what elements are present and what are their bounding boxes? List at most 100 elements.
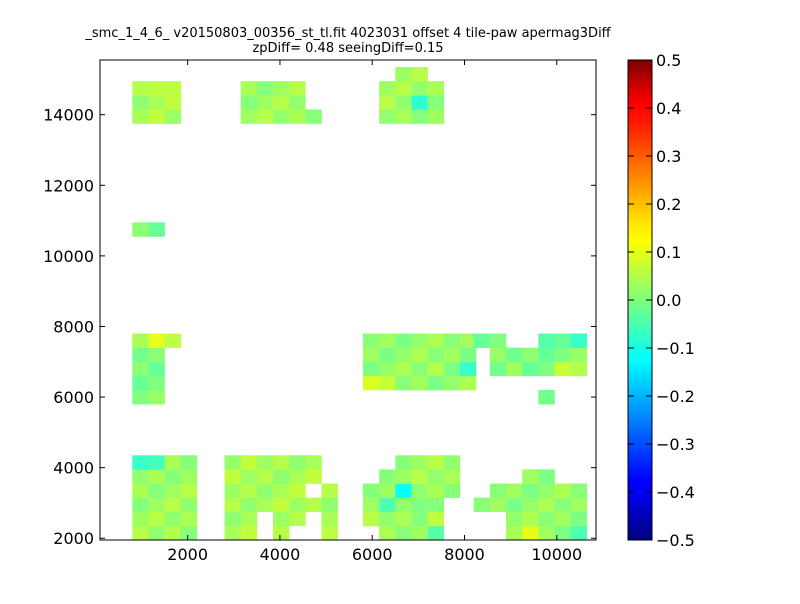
heatmap-cell <box>395 81 412 96</box>
heatmap-cell <box>240 109 258 124</box>
heatmap-cell <box>411 497 428 513</box>
heatmap-cell <box>148 109 165 124</box>
heatmap-cell <box>363 347 380 363</box>
heatmap-cell <box>363 483 380 498</box>
heatmap-cell <box>443 469 461 484</box>
heatmap-cell <box>273 455 290 470</box>
heatmap-cell <box>395 375 412 391</box>
heatmap-cell <box>570 361 588 377</box>
heatmap-cell <box>273 483 290 498</box>
heatmap-cell <box>506 361 523 377</box>
heatmap-cell <box>379 483 396 498</box>
heatmap-cell <box>554 347 571 363</box>
heatmap-cell <box>395 469 412 484</box>
heatmap-cell <box>148 222 165 237</box>
heatmap-cell <box>164 497 182 513</box>
heatmap-cell <box>132 361 149 377</box>
heatmap-cell <box>132 109 149 124</box>
heatmap-cell <box>273 497 290 513</box>
heatmap-cell <box>148 375 165 391</box>
heatmap-cell <box>363 511 380 527</box>
heatmap-cell <box>395 347 412 363</box>
heatmap-cell <box>379 375 396 391</box>
heatmap-cell <box>273 511 290 527</box>
x-tick-label: 8000 <box>444 545 485 564</box>
heatmap-cells <box>132 67 588 541</box>
heatmap-cell <box>148 469 165 484</box>
heatmap-cell <box>427 347 445 363</box>
y-tick-label: 2000 <box>53 529 94 548</box>
heatmap-cell <box>224 469 242 484</box>
heatmap-cell <box>570 511 588 527</box>
heatmap-cell <box>273 525 290 541</box>
heatmap-cell <box>427 81 445 96</box>
heatmap-cell <box>427 361 445 377</box>
heatmap-cell <box>164 525 182 541</box>
colorbar-tick-label: 0.5 <box>656 51 681 70</box>
heatmap-cell <box>289 511 306 527</box>
heatmap-cell <box>224 497 242 513</box>
heatmap-cell <box>273 81 290 96</box>
heatmap-cell <box>443 361 461 377</box>
heatmap-cell <box>164 469 182 484</box>
heatmap-cell <box>538 390 555 405</box>
heatmap-cell <box>180 511 198 527</box>
heatmap-cell <box>256 483 274 498</box>
heatmap-cell <box>273 109 290 124</box>
heatmap-cell <box>411 361 428 377</box>
heatmap-cell <box>224 455 242 470</box>
y-tick-label: 10000 <box>43 247 94 266</box>
heatmap-cell <box>180 455 198 470</box>
heatmap-cell <box>443 333 461 348</box>
heatmap-cell <box>180 483 198 498</box>
heatmap-cell <box>148 347 165 363</box>
x-tick-label: 2000 <box>167 545 208 564</box>
heatmap-cell <box>305 469 322 484</box>
heatmap-cell <box>164 81 182 96</box>
heatmap-cell <box>224 511 242 527</box>
heatmap-cell <box>395 511 412 527</box>
heatmap-cell <box>321 497 338 513</box>
heatmap-cell <box>379 497 396 513</box>
heatmap-cell <box>554 525 571 541</box>
colorbar-tick-label: 0.1 <box>656 243 681 262</box>
heatmap-cell <box>148 95 165 110</box>
heatmap-cell <box>273 469 290 484</box>
heatmap-cell <box>522 483 539 498</box>
heatmap-cell <box>379 469 396 484</box>
heatmap-cell <box>363 375 380 391</box>
y-tick-label: 8000 <box>53 317 94 336</box>
heatmap-cell <box>411 469 428 484</box>
heatmap-cell <box>459 333 477 348</box>
heatmap-cell <box>132 390 149 405</box>
heatmap-cell <box>305 455 322 470</box>
colorbar-tick-label: −0.3 <box>656 435 695 454</box>
heatmap-cell <box>395 109 412 124</box>
heatmap-cell <box>522 511 539 527</box>
heatmap-cell <box>443 483 461 498</box>
heatmap-cell <box>240 525 258 541</box>
heatmap-cell <box>132 375 149 391</box>
heatmap-cell <box>395 455 412 470</box>
heatmap-cell <box>148 333 165 348</box>
heatmap-cell <box>506 347 523 363</box>
heatmap-cell <box>273 95 290 110</box>
heatmap-cell <box>379 95 396 110</box>
x-axis: 2000 4000 6000 8000 10000 <box>167 60 582 564</box>
heatmap-cell <box>321 483 338 498</box>
heatmap-cell <box>395 483 412 498</box>
heatmap-cell <box>256 81 274 96</box>
heatmap-cell <box>522 347 539 363</box>
x-tick-label: 6000 <box>352 545 393 564</box>
y-tick-label: 4000 <box>53 459 94 478</box>
heatmap-cell <box>538 497 555 513</box>
heatmap-cell <box>395 361 412 377</box>
heatmap-cell <box>132 497 149 513</box>
heatmap-cell <box>256 469 274 484</box>
heatmap-cell <box>132 511 149 527</box>
heatmap-cell <box>427 483 445 498</box>
heatmap-cell <box>132 222 149 237</box>
chart-subtitle: zpDiff= 0.48 seeingDiff=0.15 <box>252 41 443 56</box>
heatmap-cell <box>180 497 198 513</box>
heatmap-cell <box>379 347 396 363</box>
